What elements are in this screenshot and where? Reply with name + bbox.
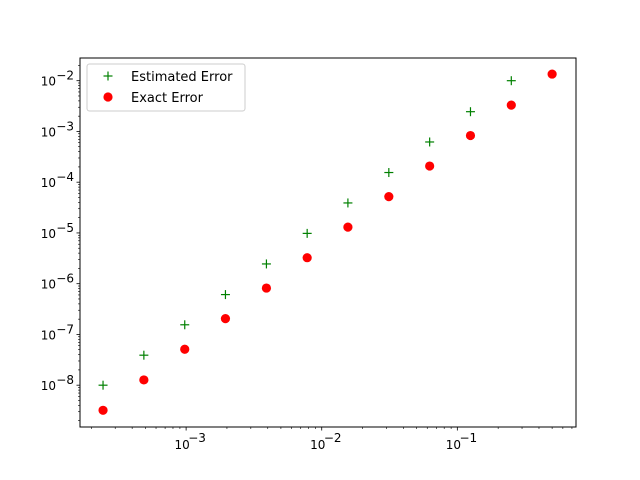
y-tick-label: 10 (41, 176, 56, 190)
estimated-error-point (425, 137, 435, 147)
estimated-error-point (261, 259, 271, 269)
exact-error-point (547, 69, 557, 79)
exact-error-point (302, 253, 312, 263)
y-tick-exponent: −8 (56, 373, 74, 387)
y-tick-exponent: −4 (56, 170, 74, 184)
estimated-error-point (302, 228, 312, 238)
y-tick-exponent: −5 (56, 221, 74, 235)
exact-error-point (220, 314, 231, 324)
x-tick-label: 10 (174, 438, 189, 452)
y-tick-label: 10 (41, 125, 56, 139)
estimated-error-point (98, 380, 108, 390)
y-axis-ticks: 10−810−710−610−510−410−310−2 (41, 65, 80, 421)
y-tick-exponent: −3 (56, 119, 74, 133)
estimated-error-point (180, 320, 190, 330)
exact-error-point (139, 375, 149, 385)
estimated-error-point (220, 290, 230, 300)
y-tick-exponent: −6 (56, 272, 74, 286)
y-tick-label: 10 (41, 75, 56, 89)
estimated-error-point (139, 350, 149, 360)
exact-error-point (261, 283, 272, 293)
estimated-error-point (384, 168, 394, 178)
y-tick-exponent: −2 (56, 69, 74, 83)
x-tick-label: 10 (310, 438, 325, 452)
y-tick-label: 10 (41, 379, 56, 393)
x-tick-exponent: −2 (324, 431, 342, 445)
y-tick-label: 10 (41, 278, 56, 292)
exact-error-point (425, 161, 435, 171)
legend-box (86, 63, 246, 112)
legend-label-exact-error: Exact Error (131, 91, 204, 106)
x-tick-exponent: −1 (459, 431, 477, 445)
legend-marker-exact-error (103, 92, 113, 102)
estimated-error-point (465, 107, 475, 117)
exact-error-point (384, 192, 394, 202)
legend-label-estimated-error: Estimated Error (131, 70, 233, 85)
exact-error-point (180, 344, 190, 354)
estimated-error-point (506, 76, 516, 86)
exact-error-point (343, 222, 353, 232)
plot-frame (79, 57, 577, 428)
chart-marks (98, 69, 557, 415)
exact-error-point (506, 100, 516, 110)
x-axis-ticks: 10−3 10−2 10−1 (91, 427, 573, 452)
x-tick-exponent: −3 (188, 431, 206, 445)
legend: Estimated Error Exact Error (86, 63, 246, 112)
y-tick-label: 10 (41, 227, 56, 241)
x-tick-label: 10 (446, 438, 461, 452)
y-tick-exponent: −7 (56, 322, 74, 336)
exact-error-point (98, 405, 108, 415)
exact-error-point (465, 130, 476, 141)
y-tick-label: 10 (41, 328, 56, 342)
estimated-error-point (343, 198, 353, 208)
legend-marker-estimated-error (103, 71, 113, 81)
